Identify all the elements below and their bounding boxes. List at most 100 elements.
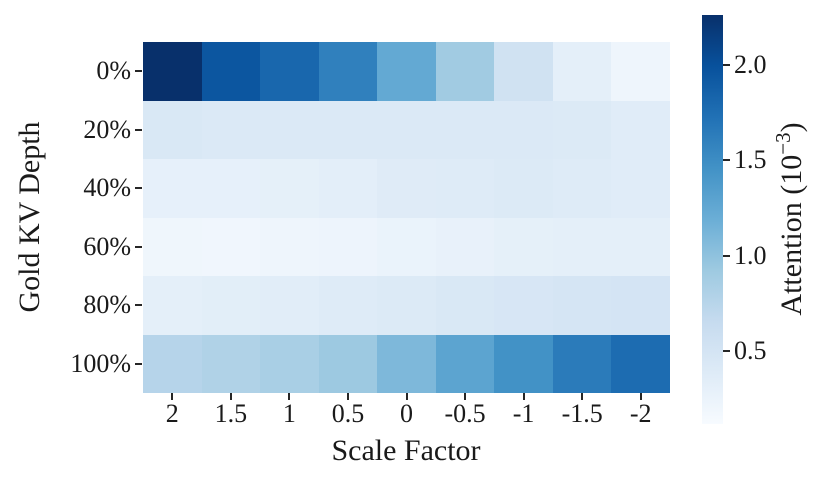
- colorbar-tick-mark: [723, 159, 730, 162]
- colorbar-title-prefix: Attention (10: [775, 154, 808, 316]
- heatmap-cell: [201, 334, 261, 393]
- y-tick-mark: [135, 362, 142, 365]
- heatmap-cell: [552, 334, 612, 393]
- heatmap-cell: [260, 100, 319, 159]
- heatmap-cell: [435, 217, 495, 276]
- heatmap-cell: [494, 334, 553, 393]
- heatmap-cell: [435, 334, 495, 393]
- x-tick-label: 2: [165, 399, 179, 428]
- heatmap-cell: [318, 276, 378, 335]
- x-tick-mark: [581, 393, 584, 400]
- heatmap-cell: [611, 217, 670, 276]
- heatmap-cell: [435, 100, 495, 159]
- heatmap-cell: [552, 217, 612, 276]
- heatmap-cell: [494, 42, 553, 101]
- x-tick-mark: [522, 393, 525, 400]
- heatmap-cell: [377, 159, 436, 218]
- heatmap-cell: [377, 42, 436, 101]
- colorbar-gradient: [702, 15, 723, 424]
- x-tick-label: 0: [400, 399, 413, 428]
- y-tick-label: 100%: [70, 348, 131, 378]
- heatmap-cell: [494, 217, 553, 276]
- heatmap-cell: [494, 276, 553, 335]
- x-tick-label: 0.5: [331, 399, 365, 428]
- heatmap-cell: [260, 159, 319, 218]
- heatmap-cell: [260, 217, 319, 276]
- heatmap-cell: [143, 276, 202, 335]
- heatmap-cell: [201, 42, 261, 101]
- heatmap-cell: [435, 42, 495, 101]
- heatmap-cell: [143, 100, 202, 159]
- heatmap-cell: [611, 276, 670, 335]
- heatmap-cell: [611, 42, 670, 101]
- y-tick-mark: [135, 187, 142, 190]
- x-tick-mark: [229, 393, 232, 400]
- heatmap-cell: [377, 217, 436, 276]
- y-tick-label: 20%: [83, 114, 131, 144]
- heatmap-cell: [143, 334, 202, 393]
- heatmap-cell: [318, 100, 378, 159]
- heatmap-cell: [611, 100, 670, 159]
- heatmap-cell: [201, 217, 261, 276]
- heatmap-cell: [435, 276, 495, 335]
- y-tick-mark: [135, 245, 142, 248]
- heatmap-cell: [552, 100, 612, 159]
- heatmap-cell: [318, 159, 378, 218]
- x-tick-mark: [288, 393, 291, 400]
- heatmap-cell: [201, 276, 261, 335]
- x-tick-label: 1.5: [214, 399, 248, 428]
- x-tick-mark: [346, 393, 349, 400]
- heatmap-cell: [143, 42, 202, 101]
- heatmap-cell: [318, 42, 378, 101]
- colorbar-tick-label: 2.0: [734, 49, 767, 79]
- heatmap-cell: [318, 217, 378, 276]
- heatmap-cell: [318, 334, 378, 393]
- y-tick-mark: [135, 70, 142, 73]
- colorbar-title-exponent: −3: [771, 132, 795, 155]
- heatmap-cell: [201, 159, 261, 218]
- heatmap-cell: [377, 100, 436, 159]
- x-tick-mark: [405, 393, 408, 400]
- y-axis-title: Gold KV Depth: [13, 121, 46, 313]
- heatmap-cell: [552, 276, 612, 335]
- heatmap-cell: [201, 100, 261, 159]
- x-tick-label: -1.5: [561, 399, 603, 428]
- x-tick-mark: [171, 393, 174, 400]
- heatmap-cell: [611, 159, 670, 218]
- colorbar-title: Attention (10−3): [771, 122, 808, 316]
- y-tick-label: 0%: [96, 56, 131, 86]
- heatmap-cell: [494, 100, 553, 159]
- heatmap-cell: [552, 42, 612, 101]
- heatmap-cell: [377, 276, 436, 335]
- colorbar-tick-label: 0.5: [734, 336, 767, 366]
- colorbar-tick-mark: [723, 350, 730, 353]
- x-tick-mark: [464, 393, 467, 400]
- heatmap-cell: [611, 334, 670, 393]
- x-tick-label: 1: [282, 399, 296, 428]
- heatmap-cell: [260, 276, 319, 335]
- y-tick-label: 60%: [83, 231, 131, 261]
- y-tick-mark: [135, 128, 142, 131]
- y-tick-label: 80%: [83, 290, 131, 320]
- colorbar-tick-mark: [723, 63, 730, 66]
- heatmap-cell: [260, 42, 319, 101]
- x-tick-label: -1: [512, 399, 535, 428]
- x-tick-mark: [639, 393, 642, 400]
- colorbar-tick-label: 1.0: [734, 240, 767, 270]
- heatmap-cell: [552, 159, 612, 218]
- heatmap-cell: [260, 334, 319, 393]
- heatmap-cell: [377, 334, 436, 393]
- heatmap-cell: [494, 159, 553, 218]
- x-tick-label: -2: [629, 399, 652, 428]
- x-tick-label: -0.5: [444, 399, 486, 428]
- colorbar-tick-label: 1.5: [734, 145, 767, 175]
- y-tick-mark: [135, 304, 142, 307]
- heatmap-cell: [435, 159, 495, 218]
- heatmap-cell: [143, 217, 202, 276]
- y-tick-label: 40%: [83, 173, 131, 203]
- colorbar-tick-mark: [723, 254, 730, 257]
- colorbar-title-suffix: ): [775, 122, 808, 133]
- heatmap-grid: [143, 42, 670, 393]
- heatmap-cell: [143, 159, 202, 218]
- x-axis-title: Scale Factor: [331, 434, 481, 467]
